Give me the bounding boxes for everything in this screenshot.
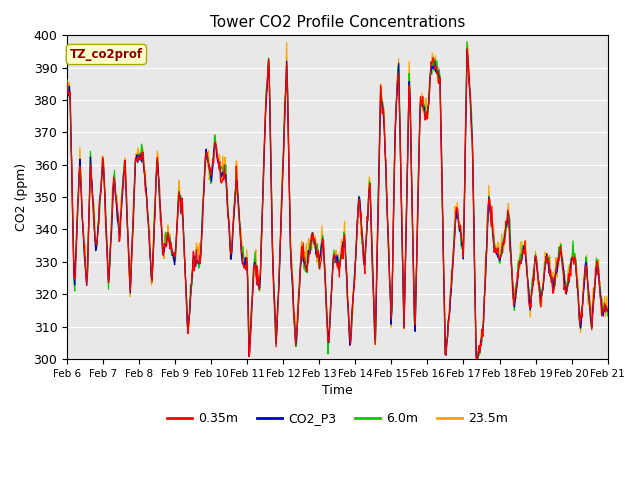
Line: 23.5m: 23.5m [67,43,607,359]
6.0m [473,356,481,362]
CO2_P3 [604,307,611,313]
6.0m [73,217,81,223]
0.35m [212,142,220,148]
CO2_P3 [63,88,71,94]
6.0m [129,235,136,241]
Legend: 0.35m, CO2_P3, 6.0m, 23.5m: 0.35m, CO2_P3, 6.0m, 23.5m [162,407,513,430]
CO2_P3 [129,229,136,235]
CO2_P3 [212,144,220,149]
23.5m [473,356,481,362]
23.5m [404,152,412,157]
23.5m [184,320,191,326]
23.5m [129,240,136,246]
0.35m [463,46,471,52]
6.0m [63,77,71,83]
23.5m [420,95,428,101]
23.5m [604,312,611,317]
23.5m [73,221,81,227]
0.35m [73,228,81,234]
Y-axis label: CO2 (ppm): CO2 (ppm) [15,163,28,231]
23.5m [63,84,71,90]
CO2_P3 [184,324,191,329]
6.0m [604,313,611,319]
6.0m [419,106,426,111]
0.35m [129,230,136,236]
0.35m [184,323,191,328]
23.5m [283,40,291,46]
CO2_P3 [403,190,411,195]
Line: 6.0m: 6.0m [67,41,607,359]
6.0m [463,38,471,44]
CO2_P3 [463,46,471,52]
0.35m [63,80,71,85]
6.0m [184,323,191,328]
Title: Tower CO2 Profile Concentrations: Tower CO2 Profile Concentrations [210,15,465,30]
Text: TZ_co2prof: TZ_co2prof [70,48,143,61]
CO2_P3 [419,103,426,109]
0.35m [419,94,426,99]
X-axis label: Time: Time [322,384,353,397]
CO2_P3 [73,229,81,235]
Line: 0.35m: 0.35m [67,49,607,359]
6.0m [403,183,411,189]
6.0m [212,144,220,150]
0.35m [604,309,611,314]
23.5m [212,146,220,152]
CO2_P3 [473,356,481,362]
0.35m [472,356,480,362]
0.35m [403,186,411,192]
Line: CO2_P3: CO2_P3 [67,49,607,359]
